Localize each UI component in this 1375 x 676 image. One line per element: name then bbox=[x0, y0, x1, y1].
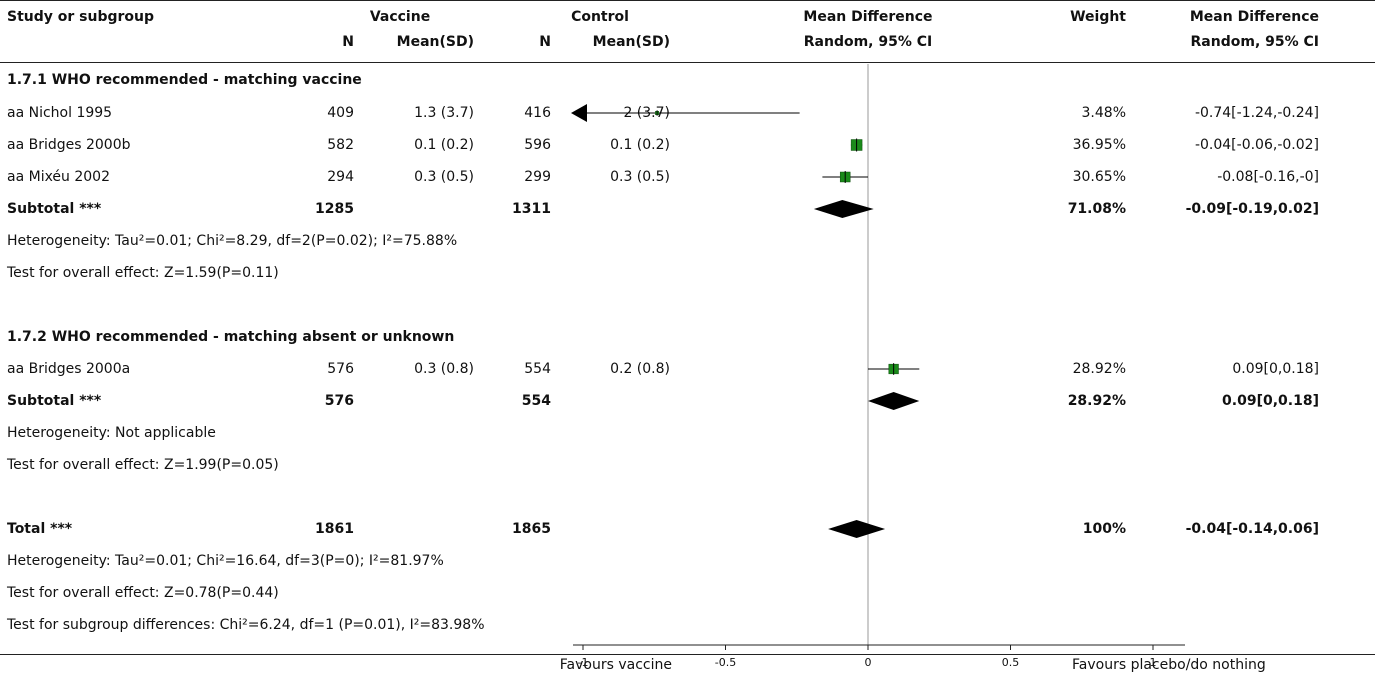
effect-ci: -0.74[-1.24,-0.24] bbox=[1194, 105, 1319, 121]
study-name: aa Bridges 2000a bbox=[7, 361, 131, 377]
header-rule bbox=[0, 62, 1375, 63]
subtotal-vaccine-n: 576 bbox=[324, 393, 354, 409]
group-title: 1.7.1 WHO recommended - matching vaccine bbox=[7, 72, 362, 88]
total-control-n: 1865 bbox=[512, 521, 551, 537]
weight: 28.92% bbox=[1072, 361, 1126, 377]
overall-effect-text: Test for overall effect: Z=1.99(P=0.05) bbox=[7, 457, 279, 473]
control-n: 416 bbox=[524, 105, 551, 121]
subtotal-vaccine-n: 1285 bbox=[315, 201, 354, 217]
effect-ci: -0.08[-0.16,-0] bbox=[1217, 169, 1319, 185]
x-tick-label: -0.5 bbox=[715, 656, 736, 669]
control-mean-sd: 0.3 (0.5) bbox=[610, 169, 670, 185]
weight: 30.65% bbox=[1072, 169, 1126, 185]
summary-diamond bbox=[828, 520, 886, 538]
header-random-ci: Random, 95% CI bbox=[803, 34, 933, 50]
subtotal-label: Subtotal *** bbox=[7, 393, 102, 409]
subtotal-weight: 28.92% bbox=[1067, 393, 1126, 409]
vaccine-n: 582 bbox=[327, 137, 354, 153]
subtotal-weight: 71.08% bbox=[1067, 201, 1126, 217]
control-n: 299 bbox=[524, 169, 551, 185]
x-tick-label: 0 bbox=[865, 656, 872, 669]
vaccine-n: 409 bbox=[327, 105, 354, 121]
ci-arrow-left bbox=[571, 104, 587, 122]
vaccine-mean-sd: 1.3 (3.7) bbox=[414, 105, 474, 121]
subtotal-control-n: 1311 bbox=[512, 201, 551, 217]
vaccine-mean-sd: 0.1 (0.2) bbox=[414, 137, 474, 153]
header-random-ci-2: Random, 95% CI bbox=[1190, 34, 1319, 50]
header-mean-difference-2: Mean Difference bbox=[1189, 9, 1319, 25]
study-name: aa Bridges 2000b bbox=[7, 137, 131, 153]
control-mean-sd: 0.1 (0.2) bbox=[610, 137, 670, 153]
control-mean-sd: 0.2 (0.8) bbox=[610, 361, 670, 377]
subtotal-ci: 0.09[0,0.18] bbox=[1222, 393, 1319, 409]
total-weight: 100% bbox=[1082, 521, 1126, 537]
summary-diamond bbox=[868, 392, 920, 410]
total-vaccine-n: 1861 bbox=[315, 521, 354, 537]
header-vaccine-n: N bbox=[342, 34, 354, 50]
header-control-n: N bbox=[539, 34, 551, 50]
favours-placebo-label: Favours placebo/do nothing bbox=[1072, 657, 1266, 673]
study-name: aa Nichol 1995 bbox=[7, 105, 113, 121]
top-rule bbox=[0, 0, 1375, 1]
control-n: 554 bbox=[524, 361, 551, 377]
vaccine-mean-sd: 0.3 (0.5) bbox=[414, 169, 474, 185]
favours-vaccine-label: Favours vaccine bbox=[559, 657, 672, 673]
x-tick-label: 1 bbox=[1150, 656, 1157, 669]
weight: 3.48% bbox=[1081, 105, 1126, 121]
bottom-rule bbox=[0, 654, 1375, 655]
effect-ci: 0.09[0,0.18] bbox=[1232, 361, 1319, 377]
subgroup-differences-text: Test for subgroup differences: Chi²=6.24… bbox=[7, 617, 485, 633]
control-n: 596 bbox=[524, 137, 551, 153]
vaccine-mean-sd: 0.3 (0.8) bbox=[414, 361, 474, 377]
header-control: Control bbox=[571, 9, 629, 25]
weight: 36.95% bbox=[1072, 137, 1126, 153]
x-tick-label: -1 bbox=[578, 656, 589, 669]
vaccine-n: 294 bbox=[327, 169, 354, 185]
heterogeneity-text: Heterogeneity: Not applicable bbox=[7, 425, 216, 441]
subtotal-control-n: 554 bbox=[521, 393, 551, 409]
x-tick-label: 0.5 bbox=[1002, 656, 1020, 669]
subtotal-label: Subtotal *** bbox=[7, 201, 102, 217]
study-name: aa Mixéu 2002 bbox=[7, 169, 110, 185]
header-vaccine: Vaccine bbox=[369, 9, 431, 25]
overall-effect-text: Test for overall effect: Z=0.78(P=0.44) bbox=[7, 585, 279, 601]
header-control-mean-sd: Mean(SD) bbox=[592, 34, 670, 50]
heterogeneity-text: Heterogeneity: Tau²=0.01; Chi²=16.64, df… bbox=[7, 553, 444, 569]
header-study: Study or subgroup bbox=[7, 9, 155, 25]
group-title: 1.7.2 WHO recommended - matching absent … bbox=[7, 329, 455, 345]
overall-effect-text: Test for overall effect: Z=1.59(P=0.11) bbox=[7, 265, 279, 281]
header-vaccine-mean-sd: Mean(SD) bbox=[396, 34, 474, 50]
vaccine-n: 576 bbox=[327, 361, 354, 377]
subtotal-ci: -0.09[-0.19,0.02] bbox=[1185, 201, 1319, 217]
effect-ci: -0.04[-0.06,-0.02] bbox=[1194, 137, 1319, 153]
summary-diamond bbox=[813, 200, 874, 218]
total-label: Total *** bbox=[7, 521, 73, 537]
heterogeneity-text: Heterogeneity: Tau²=0.01; Chi²=8.29, df=… bbox=[7, 233, 458, 249]
header-mean-difference: Mean Difference bbox=[803, 9, 933, 25]
total-ci: -0.04[-0.14,0.06] bbox=[1185, 521, 1319, 537]
header-weight: Weight bbox=[1070, 9, 1126, 25]
